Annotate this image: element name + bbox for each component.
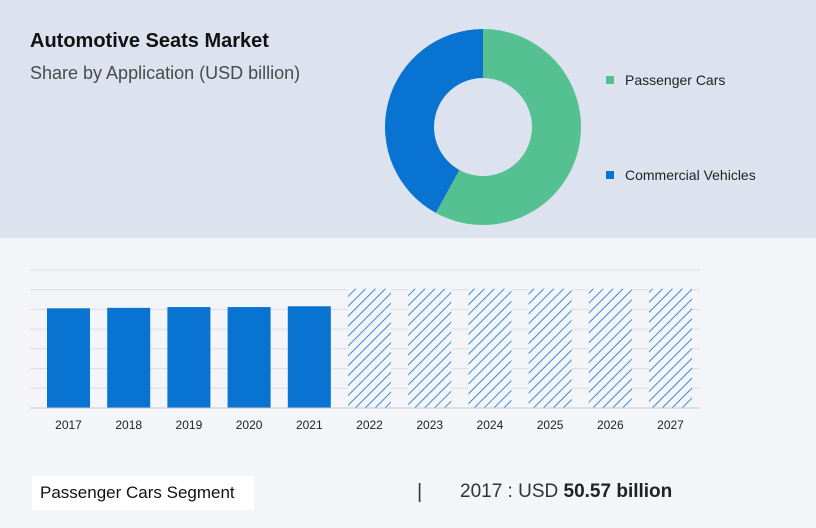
forecast-bar-2022 bbox=[348, 288, 391, 408]
footer-separator: | bbox=[417, 481, 423, 503]
x-tick-label-2025: 2025 bbox=[537, 418, 564, 432]
x-tick-label-2027: 2027 bbox=[657, 418, 684, 432]
legend-swatch-passenger-cars bbox=[606, 76, 614, 84]
x-tick-label-2022: 2022 bbox=[356, 418, 383, 432]
bar-2019 bbox=[167, 307, 211, 408]
legend-label-passenger-cars: Passenger Cars bbox=[625, 72, 726, 88]
bar-2017 bbox=[47, 308, 90, 408]
bar-2020 bbox=[227, 307, 271, 408]
x-tick-label-2026: 2026 bbox=[597, 418, 624, 432]
legend-label-commercial-vehicles: Commercial Vehicles bbox=[625, 167, 756, 183]
legend-item-passenger-cars: Passenger Cars bbox=[606, 72, 725, 88]
donut-slice-commercial-vehicles bbox=[385, 29, 483, 213]
application-share-donut bbox=[385, 29, 581, 225]
chart-subtitle: Share by Application (USD billion) bbox=[30, 63, 301, 83]
segment-label: Passenger Cars Segment bbox=[32, 476, 254, 510]
x-tick-label-2023: 2023 bbox=[416, 418, 443, 432]
bar-2018 bbox=[107, 307, 151, 408]
x-tick-label-2024: 2024 bbox=[477, 418, 504, 432]
market-size-bar-chart: 2017 2018 2019 2020 2021 2022 2023 2024 2025 2026… bbox=[30, 269, 700, 432]
x-tick-label-2020: 2020 bbox=[236, 418, 263, 432]
forecast-bar-2024 bbox=[468, 288, 512, 408]
forecast-bar-2027 bbox=[649, 288, 692, 408]
x-tick-label-2017: 2017 bbox=[55, 418, 82, 432]
legend-swatch-commercial-vehicles bbox=[606, 171, 614, 179]
segment-value-prefix: 2017 : USD bbox=[460, 481, 559, 502]
segment-value: 2017 : USD 50.57 billion bbox=[460, 481, 672, 503]
bar-2021 bbox=[287, 306, 331, 408]
segment-value-amount: 50.57 billion bbox=[563, 481, 673, 502]
donut-slice-passenger-cars bbox=[435, 29, 581, 225]
x-tick-label-2019: 2019 bbox=[176, 418, 203, 432]
chart-title: Automotive Seats Market bbox=[30, 30, 269, 52]
forecast-bar-2025 bbox=[528, 288, 572, 408]
forecast-bar-2023 bbox=[408, 288, 452, 408]
x-tick-label-2018: 2018 bbox=[115, 418, 142, 432]
legend-item-commercial-vehicles: Commercial Vehicles bbox=[606, 167, 756, 183]
forecast-bar-2026 bbox=[588, 288, 632, 408]
x-tick-label-2021: 2021 bbox=[296, 418, 323, 432]
